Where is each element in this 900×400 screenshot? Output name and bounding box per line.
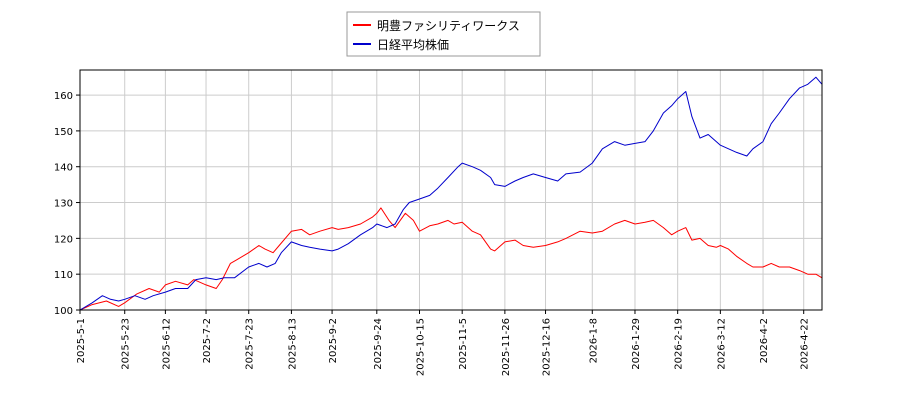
x-tick-label: 2026-1-8 (588, 318, 599, 363)
legend-box (346, 11, 541, 57)
series-lines (79, 76, 823, 311)
y-tick-label: 160 (54, 91, 73, 102)
legend-label-2: 日経平均株価 (377, 37, 449, 52)
y-tick-label: 130 (54, 199, 73, 210)
x-tick-label: 2025-7-2 (202, 318, 213, 363)
plot-frame (79, 69, 823, 311)
y-tick-label: 140 (54, 163, 73, 174)
x-tick-label: 2025-12-16 (542, 318, 553, 376)
x-tick-label: 2025-11-26 (501, 318, 512, 376)
y-tick-label: 120 (54, 234, 73, 245)
x-tick-label: 2026-2-19 (674, 318, 685, 370)
x-tick-label: 2025-6-12 (161, 318, 172, 370)
x-tick-label: 2026-1-29 (631, 318, 642, 370)
x-tick-label: 2025-5-1 (76, 318, 87, 363)
x-tick-label: 2025-9-24 (373, 318, 384, 370)
x-tick-label: 2025-9-2 (328, 318, 339, 363)
x-tick-label: 2026-3-12 (716, 318, 727, 370)
x-axis: 2025-5-1 2025-5-23 2025-6-12 2025-7-2 2025-7… (76, 310, 811, 376)
x-tick-label: 2026-4-2 (759, 318, 770, 363)
legend-label-1: 明豊ファシリティワークス (377, 19, 520, 33)
y-axis: 100 110 120 130 140 150 160 (54, 91, 80, 317)
x-tick-label: 2025-7-23 (245, 318, 256, 370)
y-tick-label: 150 (54, 127, 73, 138)
x-tick-label: 2025-11-5 (458, 318, 469, 370)
x-tick-label: 2025-10-15 (415, 318, 426, 376)
x-tick-label: 2025-8-13 (287, 318, 298, 370)
y-tick-label: 100 (54, 306, 73, 317)
x-tick-label: 2025-5-23 (121, 318, 132, 370)
series-line-2 (79, 76, 823, 311)
x-tick-label: 2026-4-22 (800, 318, 811, 370)
series-line-1 (79, 207, 823, 311)
grid (79, 70, 822, 311)
y-tick-label: 110 (54, 270, 73, 281)
